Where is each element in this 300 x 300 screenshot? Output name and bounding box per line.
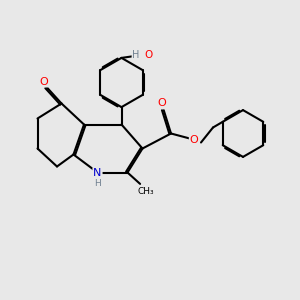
Text: H: H	[132, 50, 140, 60]
Text: N: N	[93, 168, 102, 178]
Text: CH₃: CH₃	[137, 187, 154, 196]
Text: O: O	[39, 76, 48, 87]
Text: H: H	[94, 178, 101, 188]
Text: O: O	[145, 50, 153, 60]
Text: O: O	[190, 135, 199, 145]
Text: O: O	[158, 98, 166, 109]
